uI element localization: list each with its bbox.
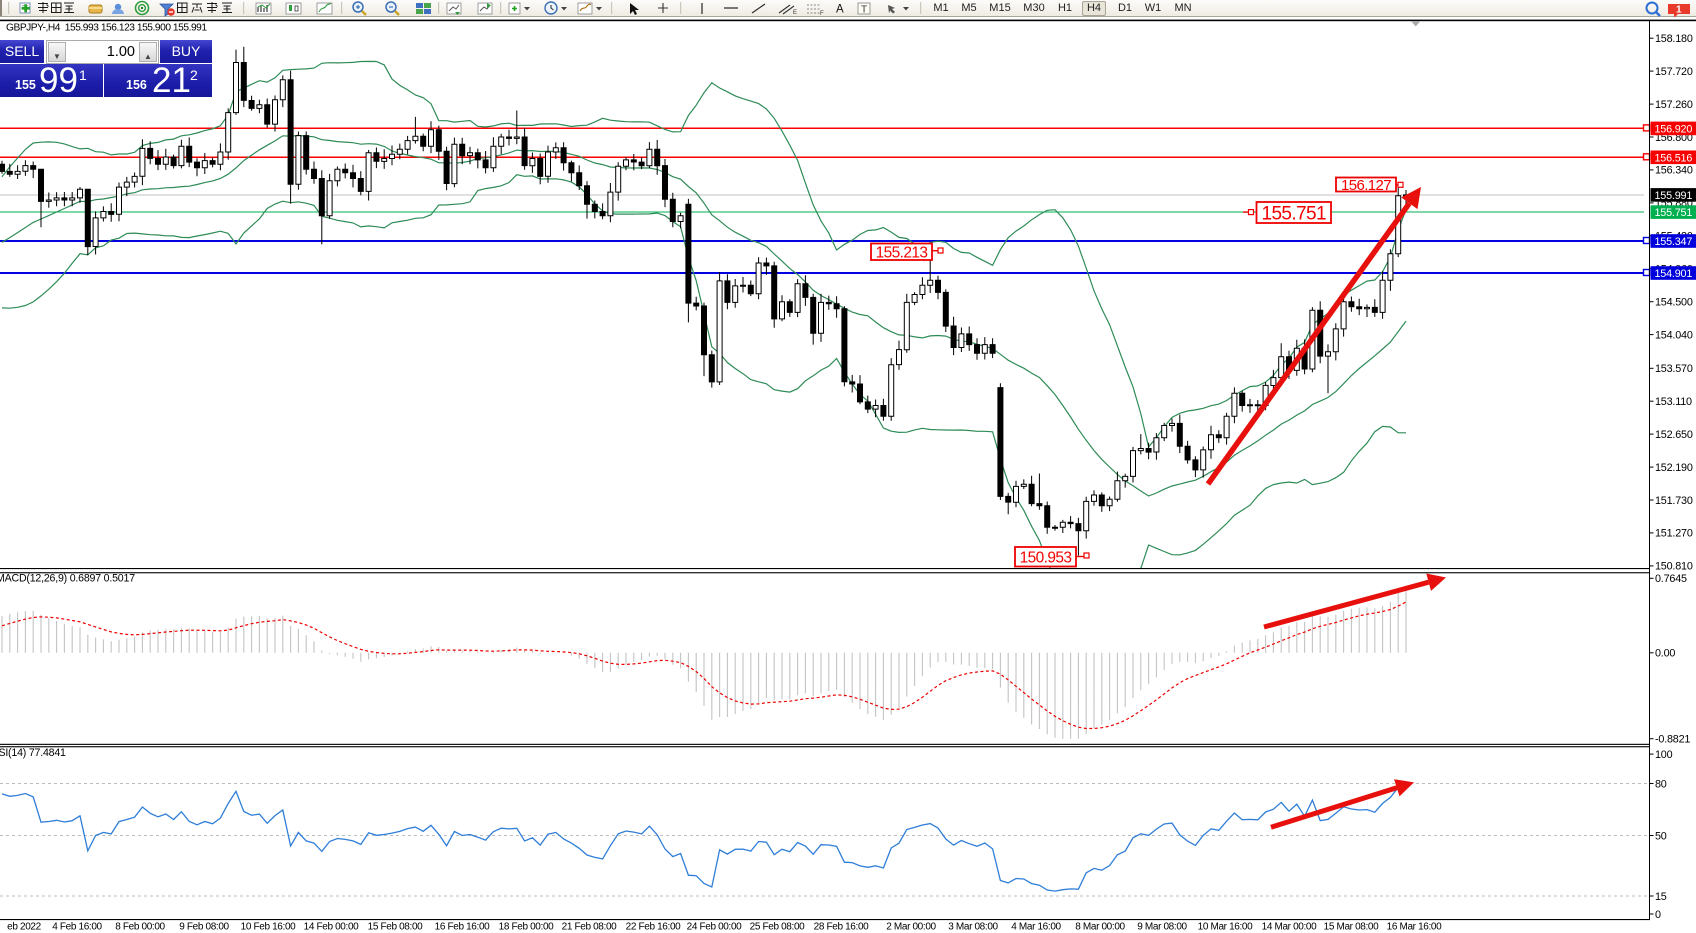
svg-text:0.00: 0.00 [1655, 648, 1675, 660]
svg-text:0: 0 [1655, 909, 1661, 921]
svg-text:10 Mar 16:00: 10 Mar 16:00 [1198, 922, 1254, 933]
svg-text:eb 2022: eb 2022 [7, 922, 41, 933]
svg-text:4 Feb 16:00: 4 Feb 16:00 [52, 922, 102, 933]
svg-text:15 Mar 08:00: 15 Mar 08:00 [1324, 922, 1380, 933]
svg-text:154.901: 154.901 [1655, 268, 1693, 280]
svg-text:15: 15 [1655, 891, 1667, 903]
svg-text:153.110: 153.110 [1655, 396, 1692, 408]
svg-text:14 Feb 00:00: 14 Feb 00:00 [304, 922, 360, 933]
svg-text:18 Feb 00:00: 18 Feb 00:00 [499, 922, 555, 933]
svg-text:F: F [820, 11, 824, 17]
svg-text:80: 80 [1655, 778, 1667, 790]
svg-text:152.650: 152.650 [1655, 429, 1693, 441]
svg-text:1: 1 [1676, 5, 1682, 16]
svg-text:E: E [793, 10, 797, 16]
svg-text:153.570: 153.570 [1655, 363, 1693, 375]
svg-text:154.040: 154.040 [1655, 329, 1693, 341]
svg-text:151.730: 151.730 [1655, 495, 1693, 507]
svg-text:155.213: 155.213 [876, 244, 928, 261]
svg-text:-0.8821: -0.8821 [1655, 734, 1690, 746]
svg-text:155.347: 155.347 [1655, 236, 1693, 248]
svg-text:150.810: 150.810 [1655, 561, 1693, 573]
svg-text:150.953: 150.953 [1020, 549, 1072, 566]
svg-text:21 Feb 08:00: 21 Feb 08:00 [562, 922, 618, 933]
svg-text:9 Mar 08:00: 9 Mar 08:00 [1137, 922, 1187, 933]
svg-text:22 Feb 16:00: 22 Feb 16:00 [626, 922, 682, 933]
svg-text:100: 100 [1655, 749, 1673, 761]
svg-text:2 Mar 00:00: 2 Mar 00:00 [886, 922, 936, 933]
svg-text:GBPJPY-,H4 155.993 156.123 15: GBPJPY-,H4 155.993 156.123 155.900 155.9… [6, 23, 207, 34]
svg-text:16 Feb 16:00: 16 Feb 16:00 [435, 922, 491, 933]
svg-text:3 Mar 08:00: 3 Mar 08:00 [948, 922, 998, 933]
svg-text:50: 50 [1655, 830, 1667, 842]
svg-text:A: A [836, 4, 844, 16]
svg-text:156.516: 156.516 [1655, 152, 1693, 164]
svg-text:151.270: 151.270 [1655, 528, 1693, 540]
svg-text:24 Feb 00:00: 24 Feb 00:00 [687, 922, 743, 933]
svg-text:156.340: 156.340 [1655, 165, 1693, 177]
svg-text:T: T [861, 5, 867, 16]
svg-text:16 Mar 16:00: 16 Mar 16:00 [1387, 922, 1443, 933]
svg-text:MACD(12,26,9) 0.6897 0.5017: MACD(12,26,9) 0.6897 0.5017 [0, 573, 135, 585]
svg-text:155.751: 155.751 [1655, 207, 1693, 219]
svg-text:14 Mar 00:00: 14 Mar 00:00 [1262, 922, 1318, 933]
svg-text:28 Feb 16:00: 28 Feb 16:00 [814, 922, 870, 933]
svg-text:15 Feb 08:00: 15 Feb 08:00 [368, 922, 424, 933]
svg-text:8 Feb 00:00: 8 Feb 00:00 [115, 922, 165, 933]
svg-text:10 Feb 16:00: 10 Feb 16:00 [241, 922, 297, 933]
svg-text:155.751: 155.751 [1262, 203, 1327, 224]
svg-text:155.991: 155.991 [1655, 190, 1693, 202]
svg-text:RSI(14) 77.4841: RSI(14) 77.4841 [0, 747, 66, 759]
svg-text:156.920: 156.920 [1655, 123, 1693, 135]
svg-text:8 Mar 00:00: 8 Mar 00:00 [1075, 922, 1125, 933]
svg-text:157.260: 157.260 [1655, 99, 1693, 111]
svg-text:154.500: 154.500 [1655, 297, 1693, 309]
svg-text:25 Feb 08:00: 25 Feb 08:00 [750, 922, 806, 933]
svg-text:9 Feb 08:00: 9 Feb 08:00 [179, 922, 229, 933]
svg-text:156.127: 156.127 [1341, 177, 1391, 194]
svg-text:4 Mar 16:00: 4 Mar 16:00 [1011, 922, 1061, 933]
svg-text:157.720: 157.720 [1655, 66, 1693, 78]
svg-text:152.190: 152.190 [1655, 462, 1693, 474]
svg-text:158.180: 158.180 [1655, 33, 1693, 45]
svg-text:0.7645: 0.7645 [1655, 573, 1687, 585]
